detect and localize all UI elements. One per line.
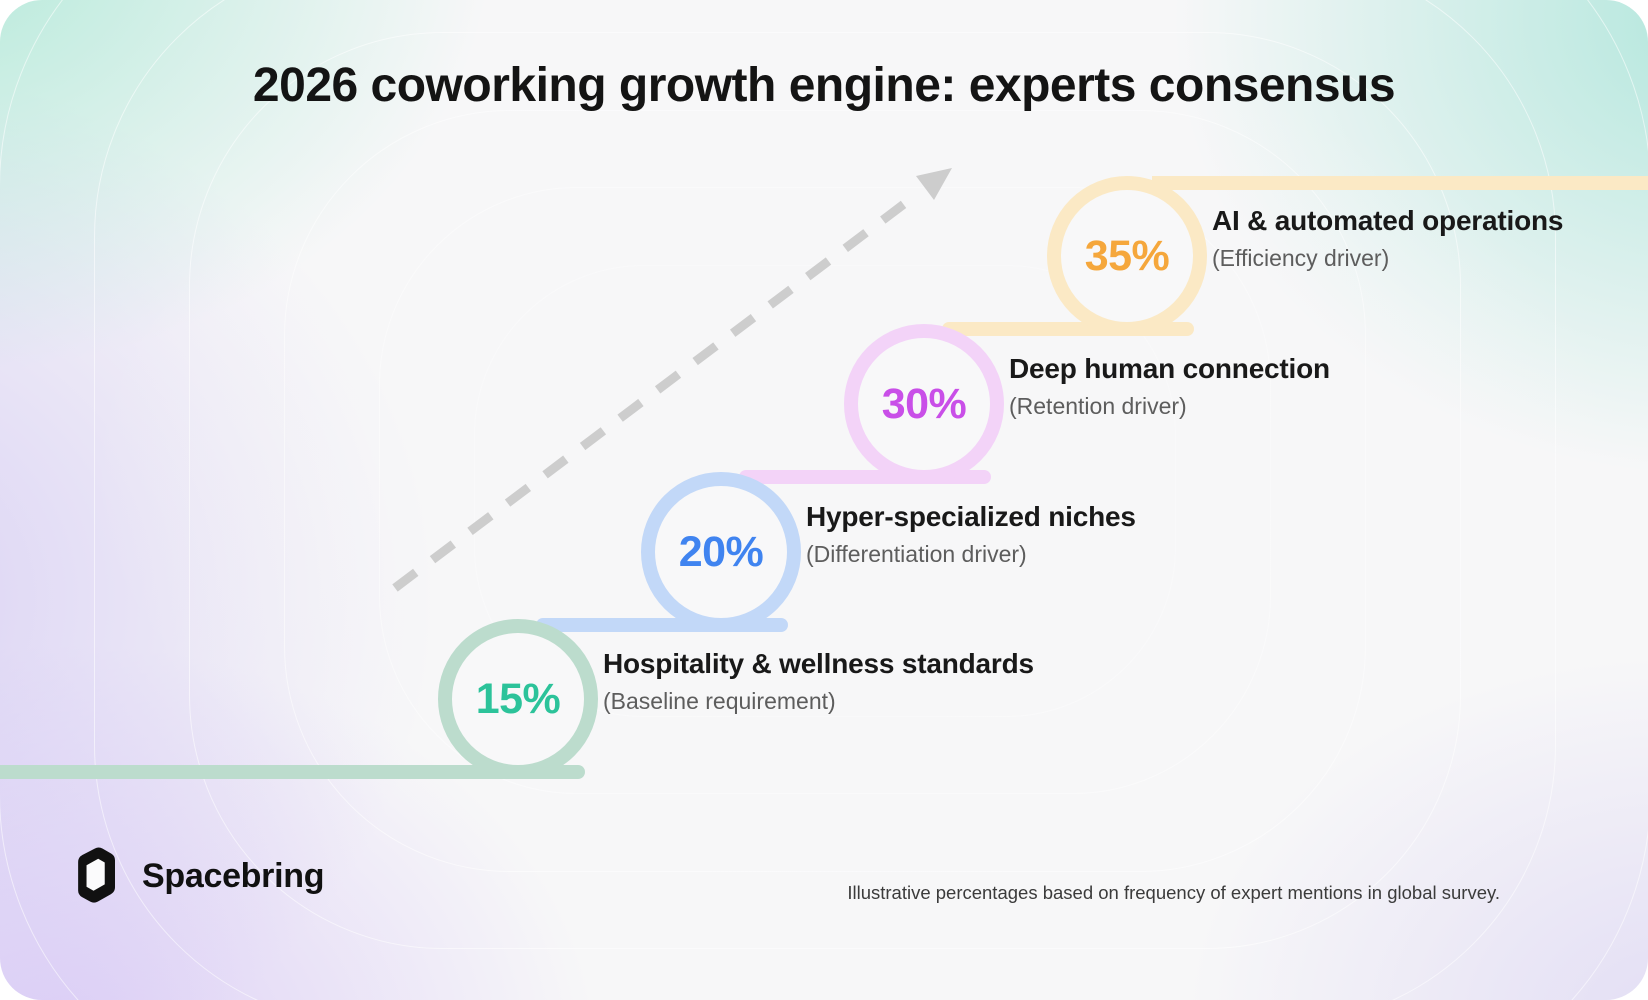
- step-percent-15: 15%: [475, 675, 561, 723]
- step-label-15: Hospitality & wellness standards (Baseli…: [603, 647, 1034, 715]
- brand-lockup: Spacebring: [66, 845, 324, 907]
- step-percent-30: 30%: [881, 380, 967, 428]
- step-label-30: Deep human connection (Retention driver): [1009, 352, 1330, 420]
- step-label-title: Hyper-specialized niches: [806, 501, 1136, 532]
- spacebring-logo-icon: [78, 847, 115, 903]
- step-label-20: Hyper-specialized niches (Differentiatio…: [806, 500, 1136, 568]
- step-label-subtitle: (Differentiation driver): [806, 541, 1027, 567]
- step-label-title: Hospitality & wellness standards: [603, 648, 1034, 679]
- step-circle-35: [1047, 176, 1207, 336]
- step-percent-35: 35%: [1084, 232, 1170, 280]
- step-label-title: Deep human connection: [1009, 353, 1330, 384]
- page-title: 2026 coworking growth engine: experts co…: [252, 59, 1396, 112]
- step-label-title: AI & automated operations: [1212, 205, 1564, 236]
- step-label-subtitle: (Retention driver): [1009, 393, 1187, 419]
- step-circle-30: [844, 324, 1004, 484]
- brand-name: Spacebring: [142, 856, 325, 895]
- trend-arrow-icon: [392, 194, 915, 592]
- trend-arrowhead-icon: [916, 168, 952, 200]
- step-percent-20: 20%: [678, 528, 764, 576]
- step-circle-15: [438, 619, 598, 779]
- disclaimer-text: Illustrative percentages based on freque…: [847, 882, 1500, 903]
- step-label-35: AI & automated operations (Efficiency dr…: [1212, 204, 1563, 272]
- step-circle-20: [641, 472, 801, 632]
- step-label-subtitle: (Baseline requirement): [603, 688, 836, 714]
- step-label-subtitle: (Efficiency driver): [1212, 245, 1390, 271]
